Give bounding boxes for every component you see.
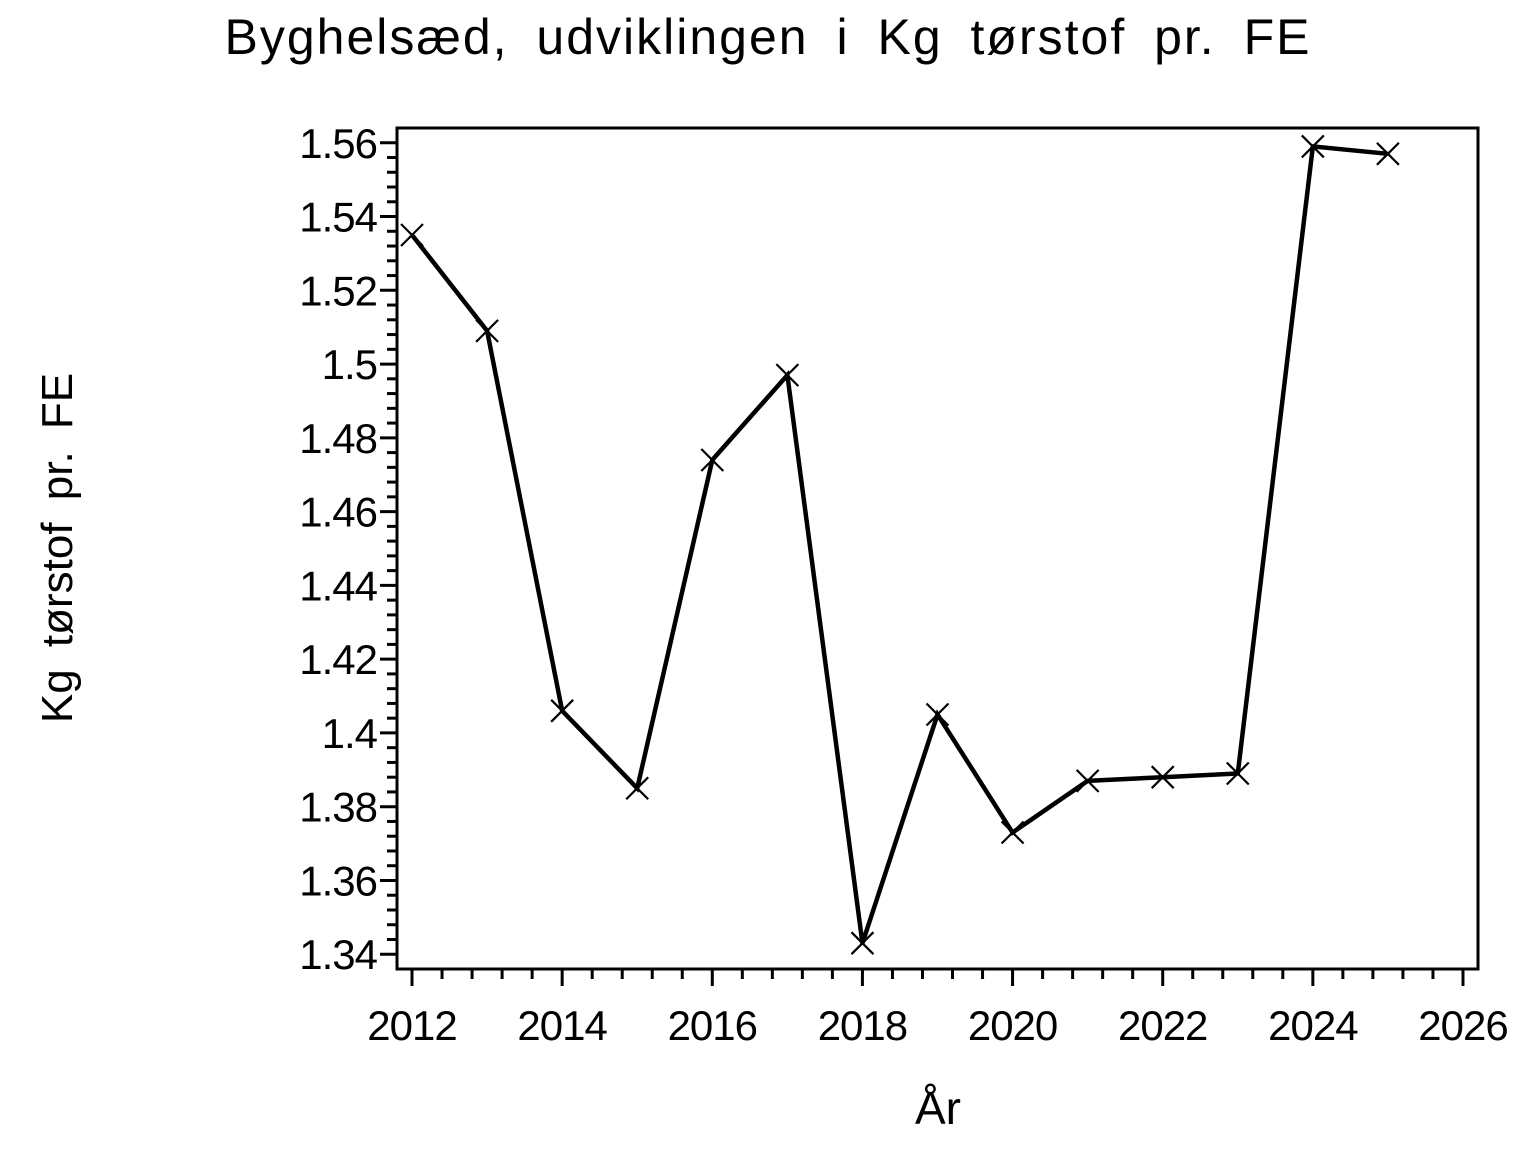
x-tick-label: 2024: [1268, 1002, 1358, 1049]
x-tick-label: 2018: [818, 1002, 907, 1049]
data-point-marker: [1226, 761, 1250, 786]
y-tick-label: 1.38: [299, 784, 377, 831]
data-point-marker: [850, 931, 875, 955]
plot-frame: [395, 126, 1480, 971]
data-point-marker: [400, 223, 424, 247]
y-tick-label: 1.46: [299, 489, 377, 536]
data-point-marker: [1376, 142, 1400, 166]
y-tick-label: 1.4: [322, 710, 378, 757]
x-tick-label: 2026: [1418, 1002, 1507, 1049]
data-point-marker: [775, 363, 800, 387]
x-axis-title: År: [915, 1082, 961, 1134]
y-tick-label: 1.44: [299, 562, 377, 609]
data-point-marker: [475, 319, 499, 343]
y-tick-label: 1.34: [299, 931, 377, 978]
data-point-marker: [700, 448, 725, 472]
chart-title: Byghelsæd, udviklingen i Kg tørstof pr. …: [224, 9, 1312, 65]
x-tick-label: 2012: [367, 1002, 456, 1049]
x-tick-label: 2022: [1118, 1002, 1207, 1049]
x-tick-label: 2014: [517, 1002, 607, 1049]
y-tick-label: 1.5: [322, 341, 377, 388]
data-line: [410, 143, 1389, 944]
x-tick-label: 2016: [668, 1002, 757, 1049]
y-tick-label: 1.48: [299, 415, 377, 462]
y-tick-label: 1.54: [299, 194, 377, 241]
data-point-marker: [1075, 769, 1100, 793]
data-point-marker: [925, 702, 950, 727]
data-point-marker: [1301, 134, 1325, 159]
data-point-marker: [625, 776, 650, 801]
y-tick-label: 1.42: [299, 636, 377, 683]
data-point-marker: [550, 699, 574, 723]
y-tick-label: 1.56: [299, 120, 377, 167]
x-tick-label: 2020: [968, 1002, 1057, 1049]
data-point-marker: [1000, 820, 1025, 845]
y-tick-label: 1.52: [299, 267, 377, 314]
y-tick-label: 1.36: [299, 857, 377, 904]
data-point-marker: [1150, 765, 1175, 789]
